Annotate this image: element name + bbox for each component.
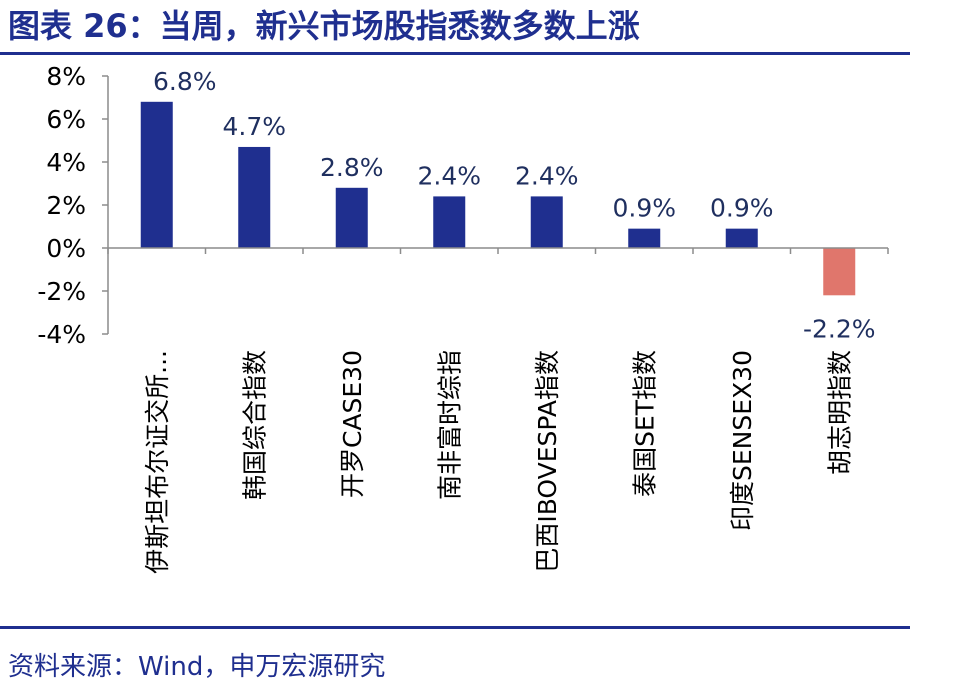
y-tick-label: 8% — [46, 62, 86, 91]
y-tick-label: -4% — [37, 320, 86, 349]
data-label: 4.7% — [222, 112, 286, 141]
category-label: 韩国综合指数 — [240, 350, 269, 500]
bars — [140, 101, 856, 296]
bar-4 — [433, 196, 466, 248]
y-tick-label: 4% — [46, 148, 86, 177]
data-label: 0.9% — [710, 194, 774, 223]
category-label: 泰国SET指数 — [630, 350, 659, 497]
data-label: 0.9% — [612, 194, 676, 223]
category-labels: 伊斯坦布尔证交所... 韩国综合指数 开罗CASE30 南非富时综指 巴西IBOVESP… — [143, 350, 855, 574]
data-label: 2.4% — [515, 161, 579, 190]
bar-3 — [335, 187, 368, 248]
y-tick-label: 6% — [46, 105, 86, 134]
bar-2 — [238, 146, 271, 248]
x-axis — [107, 247, 889, 254]
source-note: 资料来源：Wind，申万宏源研究 — [8, 652, 386, 682]
bar-5 — [530, 196, 563, 248]
data-label: -2.2% — [803, 314, 876, 343]
title-divider — [0, 52, 910, 55]
y-tick-label: 2% — [46, 191, 86, 220]
y-axis: 8% 6% 4% 2% 0% -2% -4% — [37, 62, 109, 349]
bar-6 — [628, 228, 661, 248]
category-label: 南非富时综指 — [435, 350, 464, 500]
y-tick-label: -2% — [37, 277, 86, 306]
data-label: 2.4% — [417, 161, 481, 190]
bar-8 — [823, 248, 856, 296]
bar-7 — [725, 228, 758, 248]
category-label: 巴西IBOVESPA指数 — [533, 350, 562, 573]
category-label: 印度SENSEX30 — [728, 350, 757, 531]
y-tick-label: 0% — [46, 234, 86, 263]
source-divider — [0, 626, 910, 629]
bar-1 — [140, 101, 173, 248]
data-label: 2.8% — [320, 153, 384, 182]
data-labels: 6.8%4.7% 2.8% 2.4% 2.4% 0.9% 0.9% -2.2% — [153, 67, 876, 343]
data-label: 6.8% — [153, 67, 217, 96]
chart-title: 图表 26：当周，新兴市场股指悉数多数上涨 — [8, 7, 640, 45]
category-label: 伊斯坦布尔证交所... — [143, 350, 172, 574]
category-label: 开罗CASE30 — [338, 350, 367, 498]
category-label: 胡志明指数 — [825, 350, 854, 475]
